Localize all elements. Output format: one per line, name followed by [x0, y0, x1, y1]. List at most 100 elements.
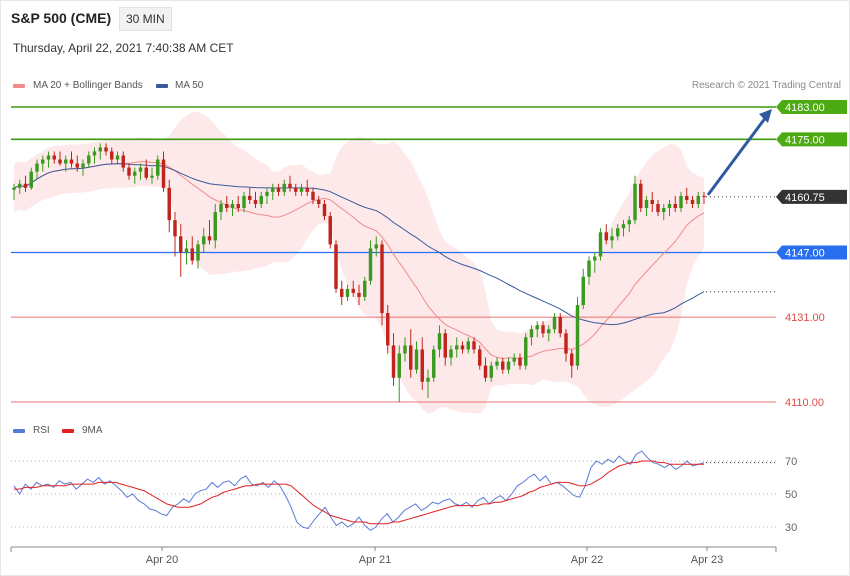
candle-body [409, 345, 413, 370]
candle [397, 345, 401, 402]
candle-body [506, 361, 511, 370]
candle-body [690, 199, 695, 204]
candle [225, 195, 229, 213]
candle-body [518, 357, 522, 366]
candle [265, 187, 269, 204]
candle [420, 337, 424, 390]
candle [581, 268, 585, 310]
forecast-arrow-head [759, 109, 772, 123]
candle [593, 252, 597, 273]
candle-body [161, 159, 166, 188]
candle-body [432, 349, 436, 378]
candle [288, 175, 292, 192]
candle [443, 329, 447, 366]
candle [472, 337, 476, 354]
candle [322, 199, 327, 221]
candle [311, 187, 315, 204]
rsi-legend-swatch [13, 429, 25, 433]
candle-body [472, 341, 476, 350]
candle [253, 191, 258, 209]
level-tag-4175.00 [776, 132, 847, 147]
candle [610, 228, 614, 249]
candle-body [386, 313, 390, 346]
candle-body [650, 199, 654, 204]
candle-body [466, 341, 470, 350]
instrument-title: S&P 500 (CME) [11, 10, 112, 26]
candle [173, 212, 177, 257]
candle [460, 341, 465, 354]
candle-body [547, 329, 551, 334]
candle [357, 284, 361, 306]
candle [58, 151, 62, 166]
candle [455, 337, 459, 358]
candle [23, 175, 28, 192]
candle-body [110, 151, 114, 160]
candle [207, 220, 212, 245]
candle-body [259, 195, 263, 204]
candle-body [696, 195, 700, 204]
candle [242, 191, 246, 213]
candle [138, 163, 143, 180]
candle [248, 187, 252, 204]
candle-body [230, 203, 235, 209]
timeframe-badge[interactable]: 30 MIN [119, 7, 172, 31]
candle [144, 159, 148, 180]
ma9-legend-swatch [62, 429, 74, 433]
level-tag-4147.00 [776, 245, 847, 260]
candle [529, 325, 534, 346]
candle [98, 143, 102, 160]
candle [535, 321, 539, 338]
candle [81, 159, 85, 176]
candle [52, 151, 56, 164]
candle-body [190, 248, 194, 261]
candle-body [242, 195, 246, 209]
candle-body [420, 349, 424, 382]
candle-body [345, 288, 350, 297]
candle [656, 199, 660, 217]
candle-body [679, 195, 683, 209]
candle-body [219, 203, 223, 213]
candle-body [265, 191, 269, 196]
candle-body [179, 236, 183, 253]
candle-body [616, 228, 620, 237]
candle [702, 191, 706, 204]
candle-body [621, 224, 626, 229]
candle-body [64, 159, 68, 164]
level-label-4183.00: 4183.00 [785, 102, 825, 114]
candle-body [207, 236, 212, 241]
candle-body [633, 183, 637, 221]
candle [75, 155, 79, 172]
candle-body [311, 191, 315, 200]
candle [276, 183, 281, 196]
candle [161, 151, 166, 192]
candle [305, 179, 309, 196]
candle [541, 321, 545, 338]
candle-body [564, 333, 568, 354]
candle [386, 305, 390, 354]
ma50-legend-label: MA 50 [175, 80, 204, 91]
candle-body [184, 248, 189, 253]
ma20-legend-label: MA 20 + Bollinger Bands [33, 80, 143, 91]
candle-body [294, 187, 298, 192]
candle [92, 147, 97, 164]
candle [604, 224, 608, 245]
candle [110, 147, 114, 164]
candle-body [29, 171, 33, 188]
report-datetime: Thursday, April 22, 2021 7:40:38 AM CET [13, 41, 234, 55]
candle-body [121, 155, 125, 168]
copyright-label: Research © 2021 Trading Central [691, 80, 841, 91]
ma50-legend-swatch [156, 84, 168, 88]
candle [667, 199, 672, 217]
candle [64, 155, 68, 172]
candle-body [127, 167, 131, 176]
candle [18, 179, 22, 194]
candle [271, 183, 275, 200]
candle-body [173, 220, 177, 237]
candle [156, 155, 160, 180]
candle-body [23, 183, 28, 188]
candle-body [253, 199, 258, 204]
candle [317, 195, 321, 209]
candle-body [489, 365, 493, 378]
candle [236, 195, 240, 213]
candle-body [627, 220, 631, 225]
